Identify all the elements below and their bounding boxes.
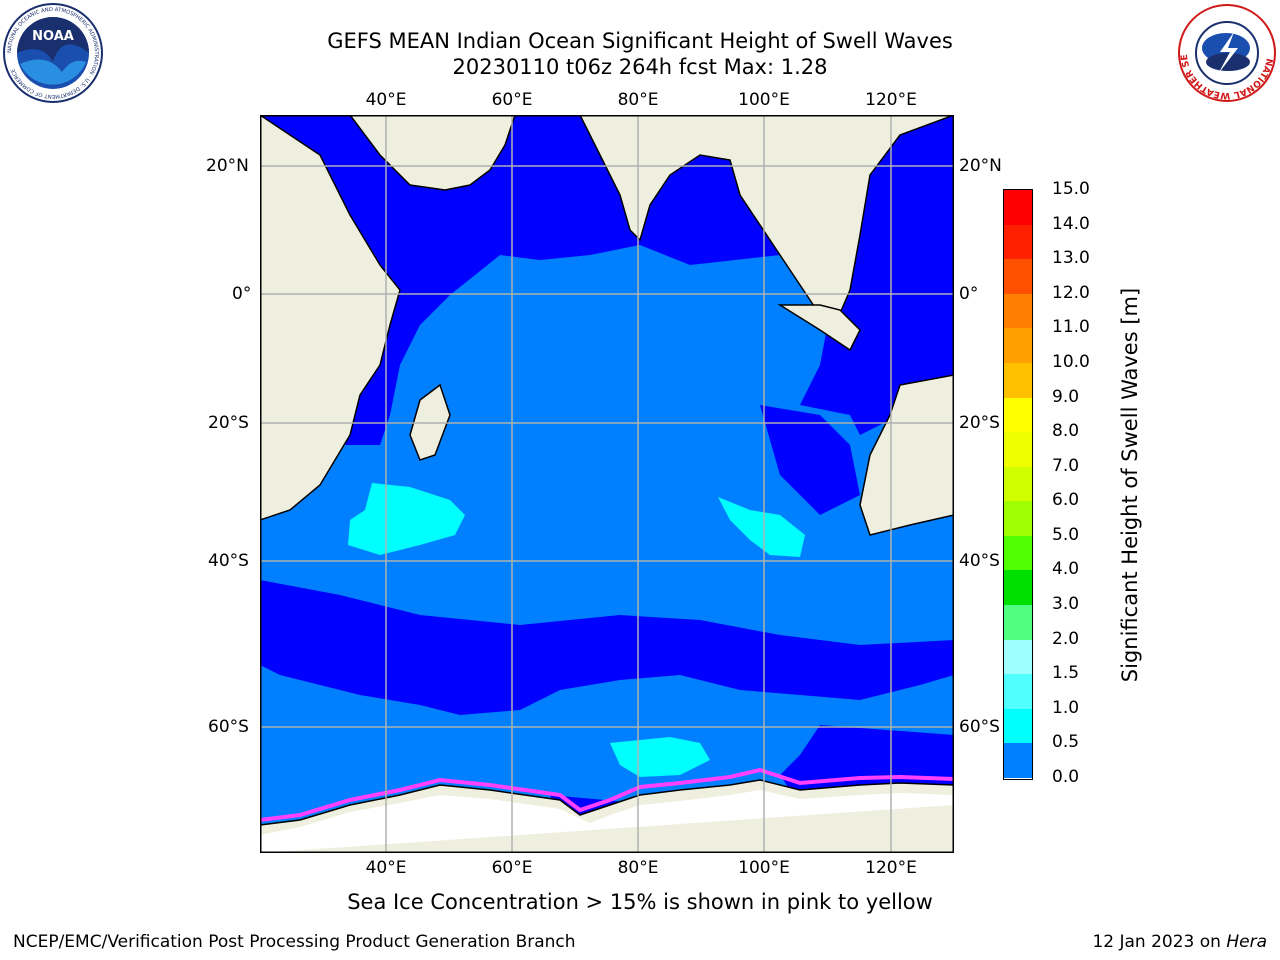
noaa-logo: NOAA NATIONAL OCEANIC AND ATMOSPHERIC AD… (3, 3, 103, 103)
colorbar-segment (1004, 708, 1032, 744)
colorbar-tick-label: 6.0 (1052, 490, 1080, 511)
lat-tick-left-0: 0° (232, 284, 252, 304)
lat-tick-right-0: 0° (959, 284, 979, 304)
footer-right: 12 Jan 2023 on Hera (1092, 932, 1267, 952)
map-frame (260, 115, 954, 853)
lat-tick-left-40s: 40°S (208, 551, 249, 571)
gridlines (260, 115, 954, 853)
colorbar-segment (1004, 570, 1032, 606)
lon-tick-top-80e: 80°E (617, 90, 659, 110)
colorbar-segment (1004, 535, 1032, 571)
colorbar-segment (1004, 190, 1032, 226)
sea-ice-caption: Sea Ice Concentration > 15% is shown in … (347, 890, 933, 914)
colorbar-title: Significant Height of Swell Waves [m] (1118, 287, 1142, 683)
lon-tick-bottom-120e: 120°E (865, 858, 917, 878)
colorbar-tick-label: 1.5 (1052, 663, 1080, 684)
colorbar-segment (1004, 605, 1032, 641)
colorbar-segment (1004, 259, 1032, 295)
colorbar-tick-label: 7.0 (1052, 455, 1080, 476)
footer-left: NCEP/EMC/Verification Post Processing Pr… (13, 932, 576, 952)
colorbar-tick-label: 3.0 (1052, 594, 1080, 615)
lat-tick-left-20s: 20°S (208, 413, 249, 433)
colorbar-segment (1004, 224, 1032, 260)
colorbar-segment (1004, 432, 1032, 468)
lat-tick-right-60s: 60°S (959, 717, 1000, 737)
lat-tick-right-40s: 40°S (959, 551, 1000, 571)
colorbar-segment (1004, 743, 1032, 779)
colorbar-tick-label: 12.0 (1052, 282, 1090, 303)
colorbar-tick-label: 15.0 (1052, 179, 1090, 199)
chart-subtitle: 20230110 t06z 264h fcst Max: 1.28 (452, 55, 828, 79)
lon-tick-top-100e: 100°E (738, 90, 790, 110)
footer-date: 12 Jan 2023 on (1092, 932, 1227, 952)
colorbar-segment (1004, 674, 1032, 710)
lat-tick-left-60s: 60°S (208, 717, 249, 737)
colorbar-tick-label: 5.0 (1052, 524, 1080, 545)
lon-tick-top-60e: 60°E (491, 90, 533, 110)
lon-tick-bottom-60e: 60°E (491, 858, 533, 878)
colorbar-tick-label: 2.0 (1052, 628, 1080, 649)
colorbar-tick-label: 13.0 (1052, 248, 1090, 269)
colorbar-tick-label: 9.0 (1052, 386, 1080, 407)
nws-logo: NATIONAL WEATHER SERVICE (1176, 2, 1276, 102)
colorbar-labels: 15.0 14.0 13.0 12.0 11.0 10.0 9.0 8.0 7.0 6.0 5.0 4… (1052, 179, 1112, 787)
colorbar-tick-label: 0.0 (1052, 767, 1080, 787)
chart-title: GEFS MEAN Indian Ocean Significant Heigh… (327, 29, 953, 53)
lon-tick-bottom-80e: 80°E (617, 858, 659, 878)
colorbar-tick-label: 1.0 (1052, 697, 1080, 718)
moderate-swell-regions (348, 483, 805, 777)
lon-tick-bottom-100e: 100°E (738, 858, 790, 878)
colorbar-tick-label: 0.5 (1052, 732, 1080, 753)
lat-tick-right-20s: 20°S (959, 413, 1000, 433)
colorbar-segment (1004, 639, 1032, 675)
colorbar-tick-label: 14.0 (1052, 213, 1090, 234)
colorbar-segment (1004, 293, 1032, 329)
colorbar-segment (1004, 466, 1032, 502)
map-panel (260, 115, 954, 853)
colorbar-segment (1004, 397, 1032, 433)
colorbar-tick-label: 11.0 (1052, 317, 1090, 338)
lon-tick-top-40e: 40°E (365, 90, 407, 110)
footer-host: Hera (1226, 932, 1267, 952)
sea-ice-margin (260, 767, 954, 822)
colorbar-tick-label: 4.0 (1052, 559, 1080, 580)
colorbar (1003, 189, 1033, 780)
colorbar-tick-label: 10.0 (1052, 351, 1090, 372)
noaa-logo-text: NOAA (32, 29, 74, 44)
lon-tick-top-120e: 120°E (865, 90, 917, 110)
colorbar-segment (1004, 362, 1032, 399)
lat-tick-right-20n: 20°N (959, 156, 1002, 176)
colorbar-tick-label: 8.0 (1052, 421, 1080, 442)
sea-ice-interior (260, 790, 954, 853)
lon-tick-bottom-40e: 40°E (365, 858, 407, 878)
colorbar-segment (1004, 501, 1032, 537)
colorbar-segment (1004, 328, 1032, 364)
lat-tick-left-20n: 20°N (206, 156, 249, 176)
